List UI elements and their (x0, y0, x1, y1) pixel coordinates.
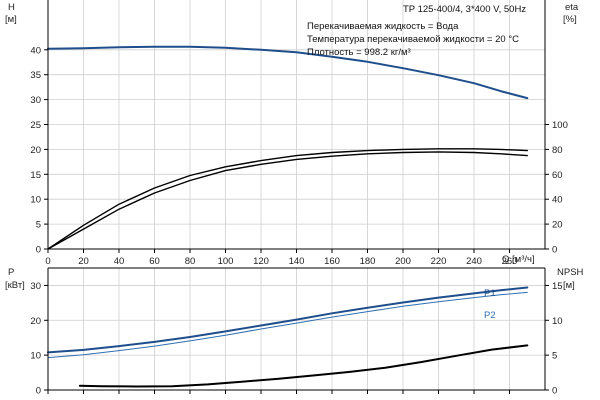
top-ticks: 0 5 10 15 20 25 30 35 40 0 20 40 60 80 100 0 20 40 60 80 100… (30, 45, 567, 267)
bottom-curves (47, 286, 529, 388)
series-line-3 (78, 344, 529, 388)
left-tick-label: 25 (30, 120, 41, 131)
head-efficiency-panel: 0 5 10 15 20 25 30 35 40 0 20 40 60 80 100 0 20 40 60 80 100… (5, 0, 579, 267)
eta-axis-title: eta (565, 2, 579, 13)
x-tick-label: 60 (149, 256, 160, 267)
power-npsh-panel: 0 10 20 30 0 5 10 15 P [кВт] NPSH [м] P1 P2 (5, 267, 584, 397)
series-line-1 (47, 45, 529, 100)
power-axis-unit: [кВт] (5, 280, 25, 291)
x-tick-label: 20 (78, 256, 89, 267)
x-tick-label: 240 (466, 256, 482, 267)
left-tick-label: 15 (30, 170, 41, 181)
left-tick-label: 20 (30, 316, 41, 327)
right-tick-label: 0 (552, 245, 557, 256)
top-curves (47, 45, 529, 250)
left-tick-label: 10 (30, 351, 41, 362)
x-tick-label: 220 (431, 256, 447, 267)
right-tick-label: 15 (552, 281, 563, 292)
x-tick-label: 160 (324, 256, 340, 267)
series-line-p1 (47, 286, 529, 354)
x-tick-label: 40 (114, 256, 125, 267)
x-tick-label: 200 (395, 256, 411, 267)
right-tick-label: 10 (552, 316, 563, 327)
right-tick-label: 0 (552, 386, 557, 397)
pump-model-header: TP 125-400/4, 3*400 V, 50Hz (403, 4, 526, 15)
eta-axis-unit: [%] (563, 14, 577, 25)
x-tick-label: 180 (360, 256, 376, 267)
density-info: Плотность = 998.2 кг/м³ (307, 47, 411, 58)
left-tick-label: 5 (36, 220, 41, 231)
series-line-2 (47, 148, 528, 250)
right-tick-label: 60 (552, 170, 563, 181)
left-tick-label: 30 (30, 281, 41, 292)
x-tick-label: 260 (502, 256, 518, 267)
bottom-ticks: 0 10 20 30 0 5 10 15 (30, 281, 562, 397)
npsh-axis-title: NPSH (557, 267, 584, 278)
right-tick-label: 5 (552, 351, 557, 362)
npsh-axis-unit: [м] (563, 280, 575, 291)
bottom-grid (48, 268, 545, 390)
power-axis-title: P (8, 267, 14, 278)
left-tick-label: 0 (36, 245, 41, 256)
series-line-3 (47, 151, 528, 250)
head-axis-title: H (8, 2, 15, 13)
temperature-info: Температура перекачиваемой жидкости = 20… (307, 34, 519, 45)
series-line-p2 (47, 291, 528, 359)
right-tick-label: 40 (552, 195, 563, 206)
top-grid (48, 0, 545, 249)
right-tick-label: 80 (552, 145, 563, 156)
left-tick-label: 10 (30, 195, 41, 206)
x-tick-label: 140 (289, 256, 305, 267)
right-tick-label: 100 (552, 120, 568, 131)
flow-axis-title: Q [м³/ч] (502, 254, 535, 265)
p2-series-label: P2 (484, 310, 496, 321)
x-tick-label: 80 (185, 256, 196, 267)
x-tick-label: 100 (218, 256, 234, 267)
head-axis-unit: [м] (5, 14, 17, 25)
left-tick-label: 40 (30, 45, 41, 56)
x-tick-label: 120 (253, 256, 269, 267)
fluid-info: Перекачиваемая жидкость = Вода (307, 21, 459, 32)
x-tick-label: 0 (45, 256, 50, 267)
left-tick-label: 35 (30, 70, 41, 81)
p1-series-label: P1 (484, 288, 496, 299)
left-tick-label: 20 (30, 145, 41, 156)
right-tick-label: 20 (552, 220, 563, 231)
left-tick-label: 30 (30, 95, 41, 106)
left-tick-label: 0 (36, 386, 41, 397)
